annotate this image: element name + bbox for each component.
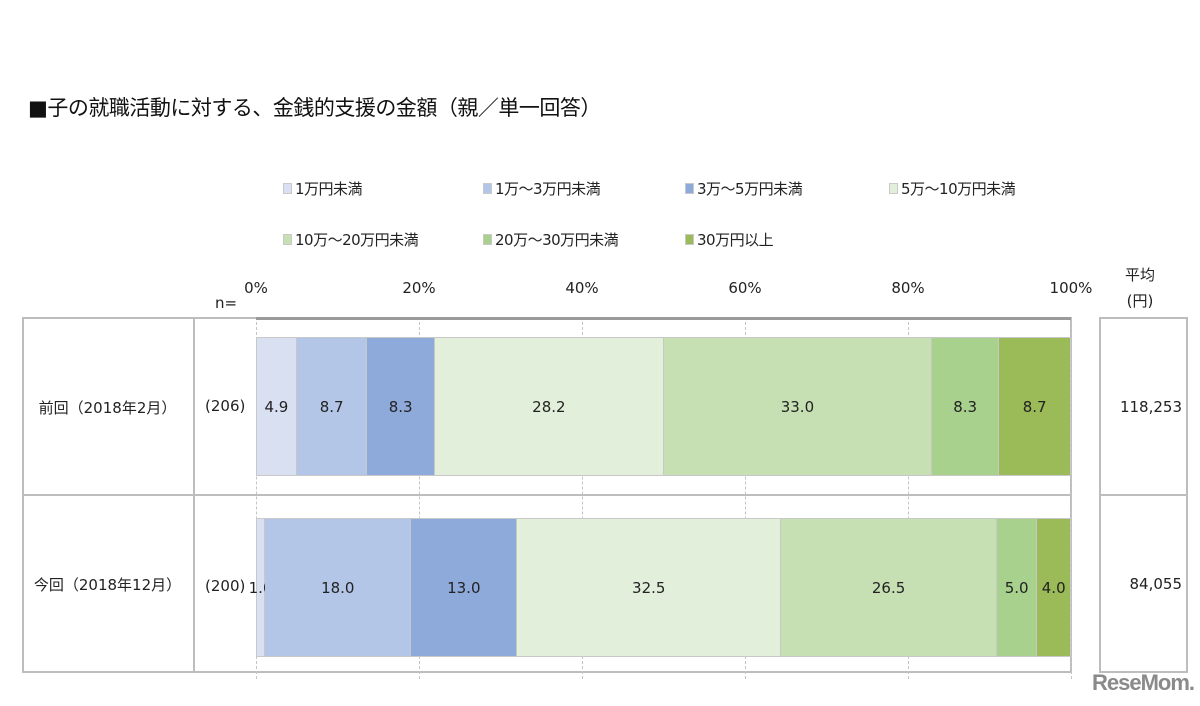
- bar-segment: 4.9: [257, 338, 297, 475]
- legend-swatch: [283, 234, 292, 245]
- sample-size: (200): [205, 577, 246, 595]
- bar-segment: 32.5: [517, 519, 782, 656]
- gridline: [419, 317, 420, 679]
- gridline: [908, 317, 909, 679]
- axis-tick-label: 20%: [402, 279, 436, 297]
- bar-segment: 1.0: [249, 519, 273, 656]
- column-divider: [193, 317, 195, 673]
- legend-item: 10万～20万円未満: [283, 229, 419, 250]
- chart-title: ■子の就職活動に対する、金銭的支援の金額（親／単一回答）: [28, 96, 601, 120]
- legend-item: 5万～10万円未満: [889, 178, 1016, 199]
- sample-size: (206): [205, 397, 246, 415]
- bar-segment: 8.7: [296, 338, 368, 475]
- axis-tick-label: 0%: [244, 279, 268, 297]
- average-value: 118,253: [1119, 398, 1182, 416]
- average-value: 84,055: [1129, 575, 1183, 593]
- bar-segment: 8.3: [931, 338, 1000, 475]
- gridline: [1071, 317, 1072, 679]
- row-label: 今回（2018年12月）: [33, 576, 182, 594]
- stacked-bar: 4.9 8.7 8.3 28.2 33.0 8.3 8.7: [256, 337, 1071, 476]
- average-header-line2: (円): [1126, 292, 1154, 310]
- legend-swatch: [283, 183, 292, 194]
- legend-item: 20万～30万円未満: [483, 229, 619, 250]
- gridline: [256, 317, 257, 679]
- legend-item: 30万円以上: [685, 229, 774, 250]
- axis-tick-label: 60%: [728, 279, 762, 297]
- average-header-line1: 平均: [1125, 266, 1156, 284]
- axis-tick-label: 100%: [1049, 279, 1093, 297]
- legend-label: 5万～10万円未満: [901, 180, 1016, 198]
- bar-segment: 5.0: [996, 519, 1038, 656]
- legend-label: 1万～3万円未満: [495, 180, 601, 198]
- legend-swatch: [685, 234, 694, 245]
- bar-segment: 8.7: [999, 338, 1070, 475]
- bar-segment: 18.0: [265, 519, 412, 656]
- legend-label: 30万円以上: [697, 231, 774, 249]
- gridline: [745, 317, 746, 679]
- gridline: [582, 317, 583, 679]
- legend-label: 1万円未満: [295, 180, 363, 198]
- bar-segment: 8.3: [367, 338, 435, 475]
- legend-label: 3万～5万円未満: [697, 180, 803, 198]
- legend-item: 1万～3万円未満: [483, 178, 601, 199]
- legend-item: 3万～5万円未満: [685, 178, 803, 199]
- legend-swatch: [483, 234, 492, 245]
- bar-segment: 13.0: [411, 519, 518, 656]
- legend-label: 20万～30万円未満: [495, 231, 619, 249]
- axis-tick-label: 80%: [891, 279, 925, 297]
- n-header: n=: [215, 294, 238, 312]
- legend-item: 1万円未満: [283, 178, 363, 199]
- watermark-logo: ReseMom.: [1092, 670, 1195, 695]
- bar-segment: 26.5: [781, 519, 997, 656]
- bar-segment: 28.2: [434, 338, 664, 475]
- legend-swatch: [889, 183, 898, 194]
- plot-top-border: [256, 317, 1071, 320]
- bar-segment: 33.0: [663, 338, 932, 475]
- average-header: 平均 (円): [1125, 262, 1155, 314]
- row-label: 前回（2018年2月）: [38, 399, 177, 417]
- legend-swatch: [685, 183, 694, 194]
- average-cell: [1099, 494, 1188, 673]
- legend-label: 10万～20万円未満: [295, 231, 419, 249]
- stacked-bar: 1.0 18.0 13.0 32.5 26.5 5.0 4.0: [249, 518, 1071, 657]
- row-divider: [22, 494, 1072, 496]
- axis-tick-label: 40%: [565, 279, 599, 297]
- legend-swatch: [483, 183, 492, 194]
- bar-segment: 4.0: [1037, 519, 1070, 656]
